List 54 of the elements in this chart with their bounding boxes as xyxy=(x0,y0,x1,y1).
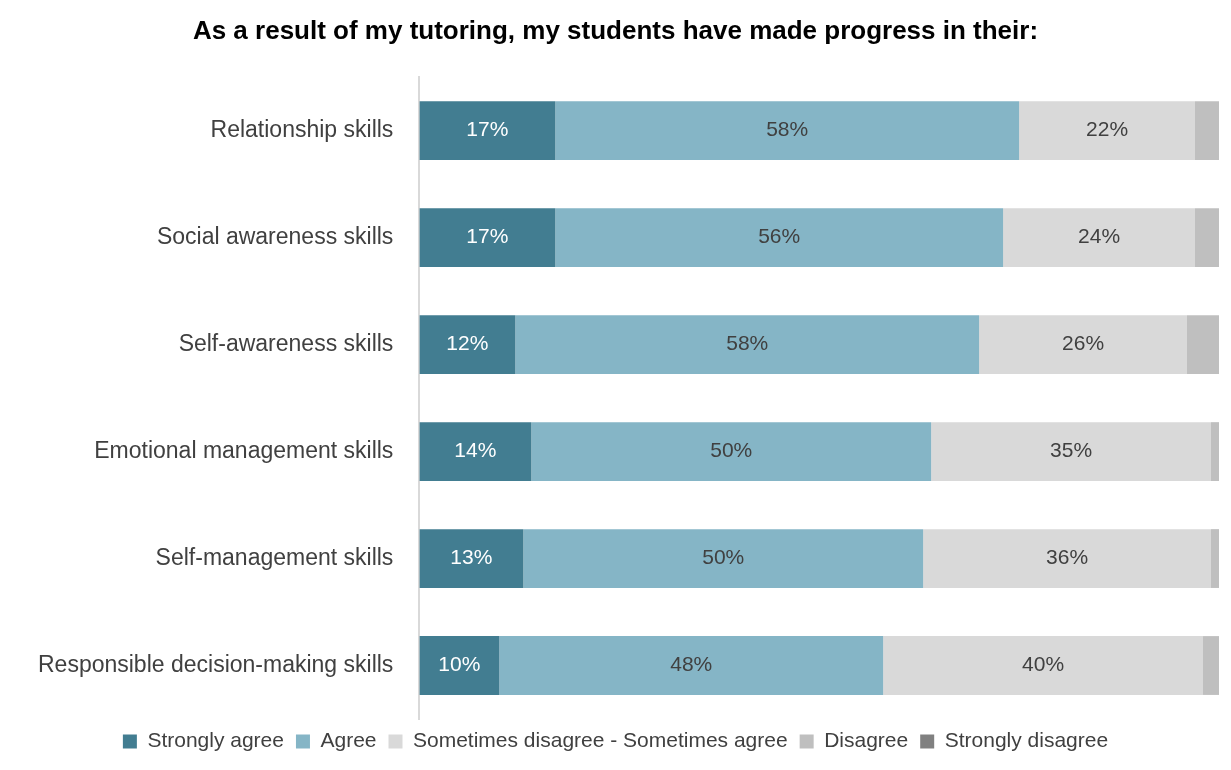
bar xyxy=(419,315,516,375)
y-tick-label: Emotional management skills xyxy=(94,436,394,463)
bar xyxy=(419,529,524,588)
data-label: 22% xyxy=(1086,117,1129,141)
chart-title: As a result of my tutoring, my students have made progress in their: xyxy=(192,14,1039,45)
data-label: 10% xyxy=(438,652,481,676)
legend-label: Sometimes disagree - Sometimes agree xyxy=(413,728,788,752)
bar xyxy=(499,636,884,695)
bar xyxy=(531,422,932,481)
data-label: 35% xyxy=(1050,438,1093,462)
data-label: 50% xyxy=(702,545,745,569)
bar xyxy=(515,315,980,375)
y-tick-label: Relationship skills xyxy=(210,116,394,143)
legend-label: Strongly agree xyxy=(147,728,284,752)
data-label: 12% xyxy=(446,331,489,355)
bar xyxy=(1003,208,1196,268)
bar xyxy=(1195,208,1219,268)
bar xyxy=(419,636,500,695)
y-tick-label: Social awareness skills xyxy=(156,222,394,249)
bar xyxy=(1195,101,1219,161)
y-tick-label: Self-management skills xyxy=(155,543,394,570)
data-label: 50% xyxy=(710,438,753,462)
y-tick-label: Responsible decision-making skills xyxy=(37,650,394,677)
bar xyxy=(1211,422,1219,481)
legend-label: Strongly disagree xyxy=(944,728,1109,752)
data-label: 58% xyxy=(766,117,809,141)
bar xyxy=(419,101,556,161)
bar xyxy=(931,422,1211,481)
bar xyxy=(1203,636,1219,695)
bar xyxy=(419,208,556,268)
data-label: 17% xyxy=(466,117,509,141)
data-label: 13% xyxy=(450,545,493,569)
data-label: 17% xyxy=(466,224,509,248)
bar xyxy=(1019,101,1196,161)
data-label: 40% xyxy=(1022,652,1065,676)
data-label: 48% xyxy=(670,652,713,676)
bar xyxy=(883,636,1204,695)
bar xyxy=(1211,529,1219,588)
legend-label: Agree xyxy=(320,728,377,752)
data-label: 24% xyxy=(1078,224,1121,248)
data-label: 58% xyxy=(726,331,769,355)
bar xyxy=(523,529,924,588)
legend-label: Disagree xyxy=(824,728,909,752)
data-label: 26% xyxy=(1062,331,1105,355)
bar xyxy=(979,315,1188,375)
data-label: 56% xyxy=(758,224,801,248)
data-label: 36% xyxy=(1046,545,1089,569)
bar xyxy=(923,529,1211,588)
bar xyxy=(555,208,1004,268)
bar xyxy=(555,101,1020,161)
data-label: 14% xyxy=(454,438,497,462)
y-tick-label: Self-awareness skills xyxy=(178,329,394,356)
bar xyxy=(419,422,532,481)
bar xyxy=(1187,315,1219,375)
